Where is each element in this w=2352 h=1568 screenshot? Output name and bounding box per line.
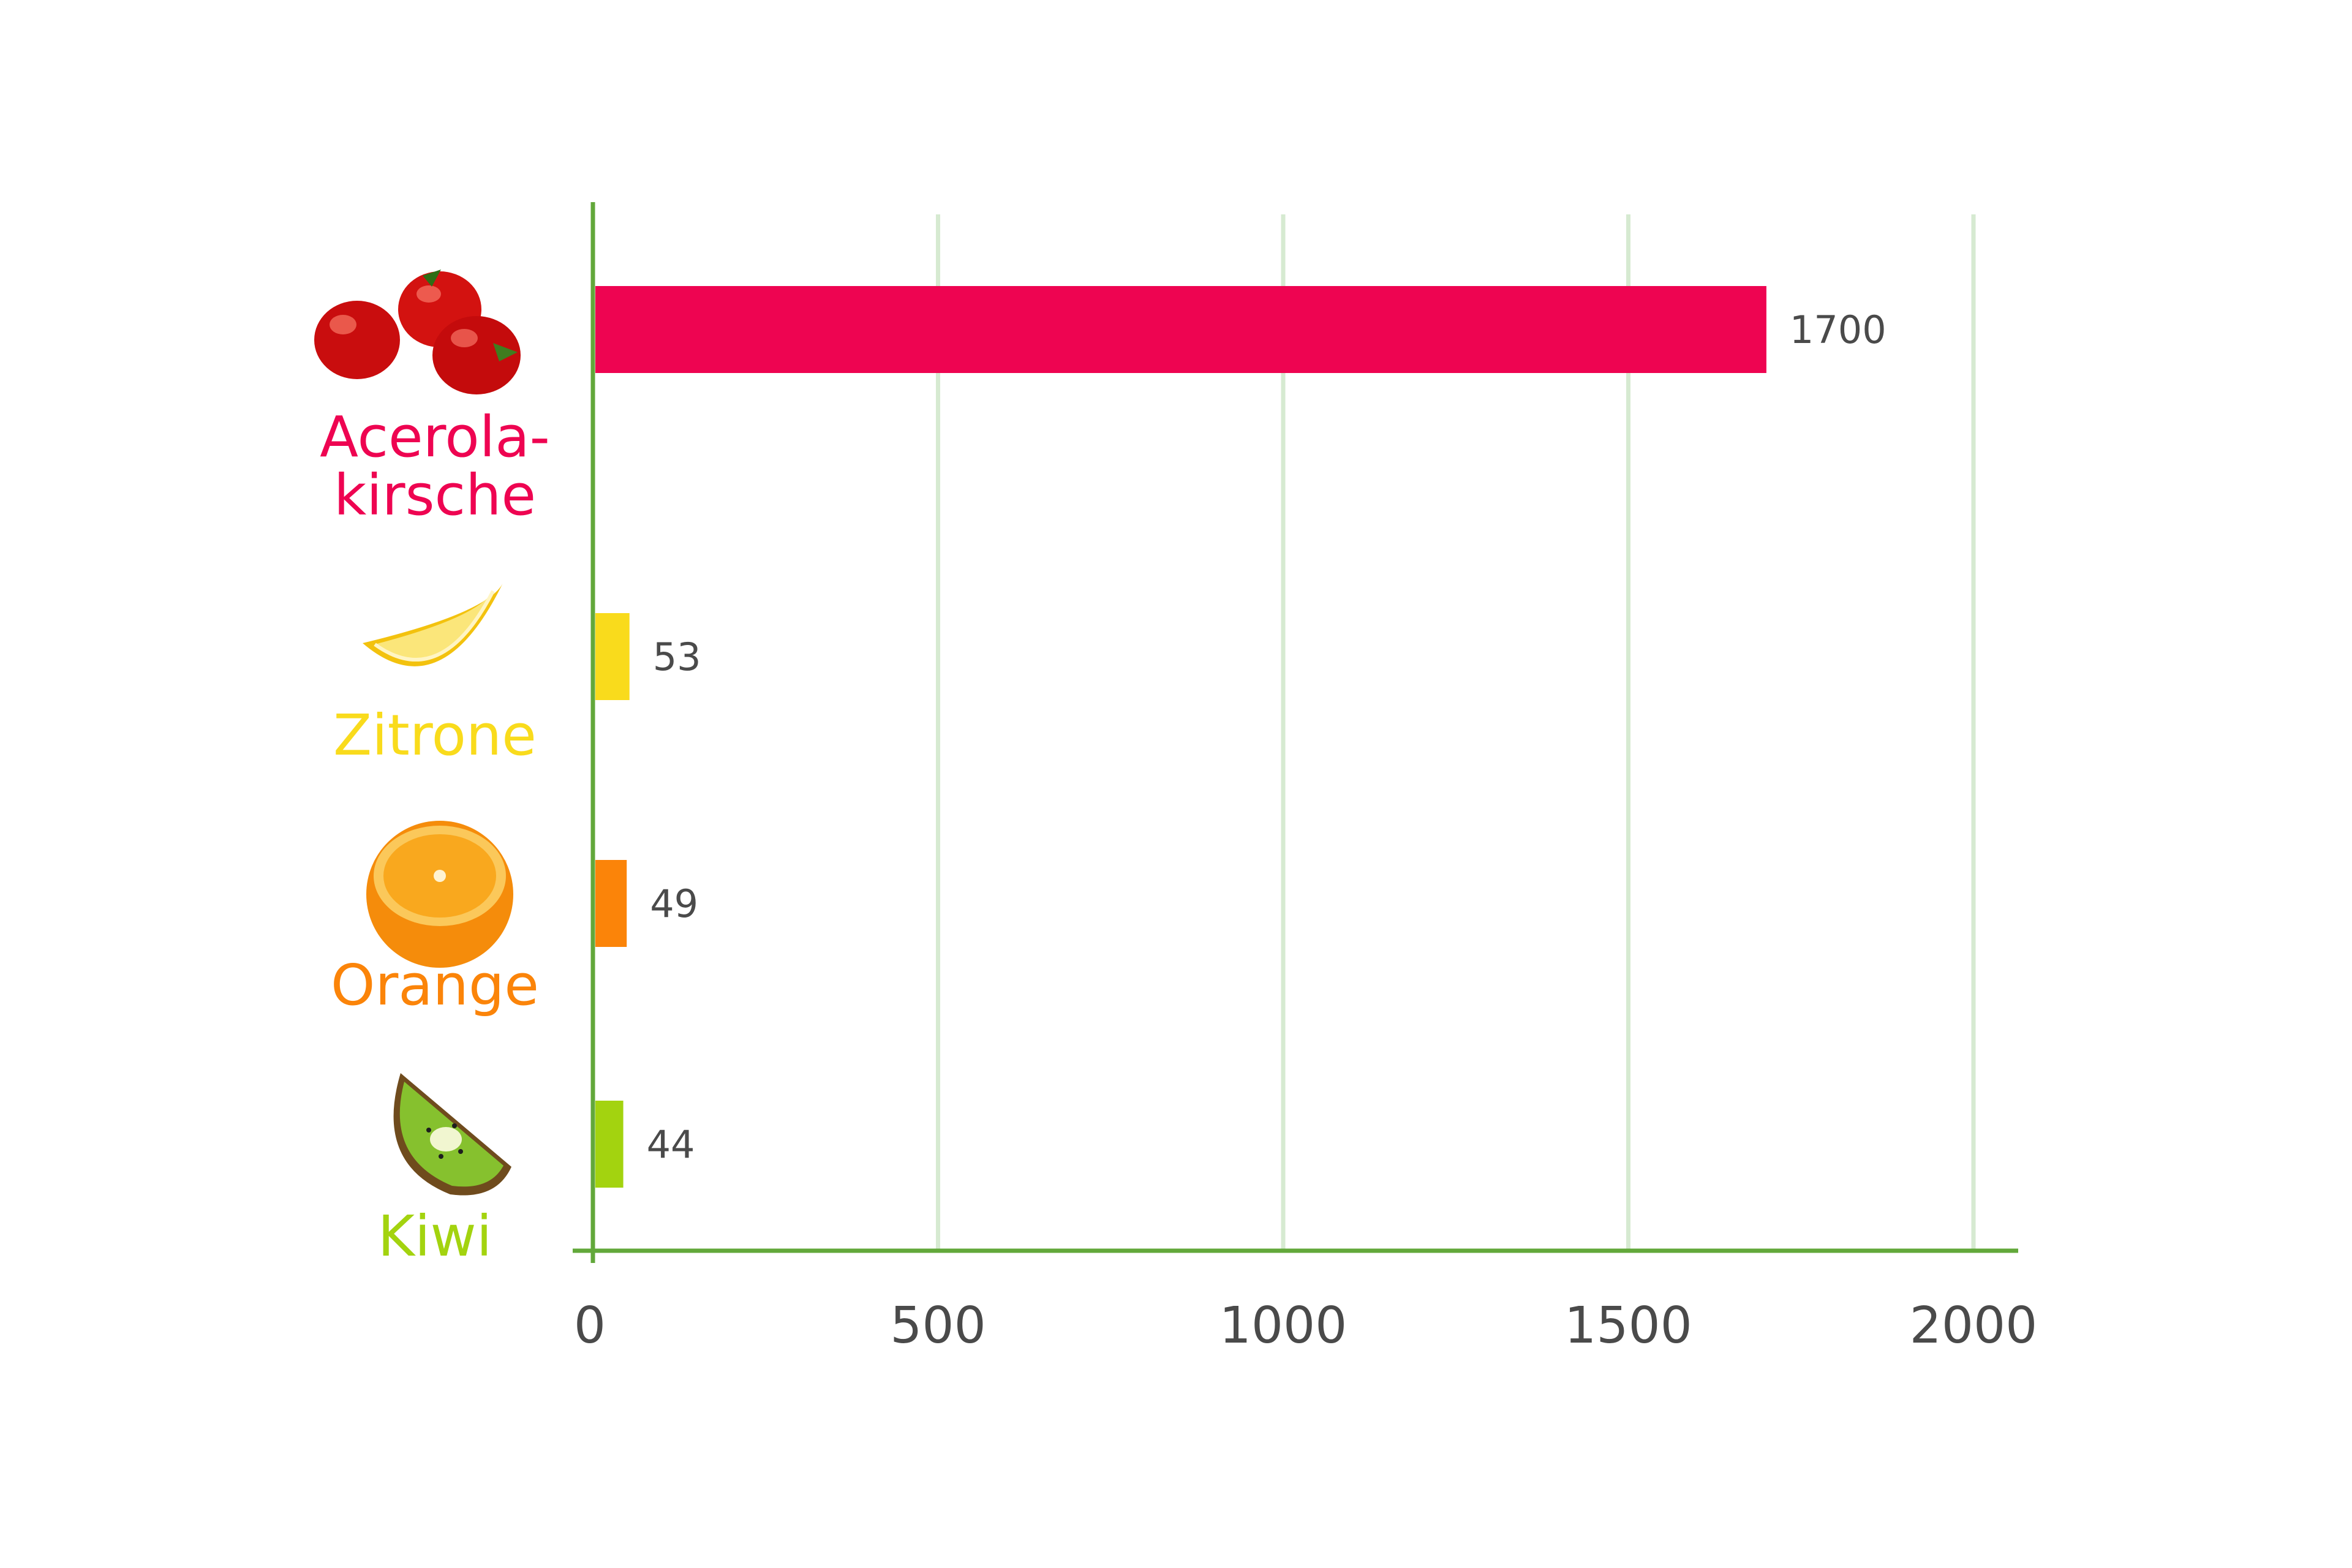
x-tick-label-1000: 1000 (1219, 1297, 1348, 1355)
kiwi-icon (393, 1073, 511, 1196)
grid-lines (936, 214, 1976, 1251)
value-labels: 1700 53 49 44 (647, 307, 1887, 1167)
axes (573, 202, 2018, 1263)
x-tick-label-500: 500 (890, 1297, 986, 1355)
bar-orange (595, 860, 627, 947)
bars (595, 286, 1766, 1188)
x-tick-labels: 0 500 1000 1500 2000 (574, 1297, 2037, 1355)
value-label-zitrone: 53 (653, 635, 701, 679)
value-label-kiwi: 44 (647, 1122, 695, 1167)
category-label-kiwi: Kiwi (378, 1204, 492, 1269)
acerola-cherry-icon (314, 270, 521, 394)
orange-icon (366, 821, 513, 968)
x-tick-label-0: 0 (574, 1297, 606, 1355)
category-label-acerola-kirsche-line1: Acerola- (320, 404, 550, 470)
bar-acerola-kirsche (595, 286, 1766, 373)
lemon-icon (363, 582, 503, 666)
bar-zitrone (595, 613, 630, 700)
bar-kiwi (595, 1101, 624, 1188)
category-labels: Acerola-kirsche Zitrone Orange Kiwi (320, 404, 550, 1269)
value-label-acerola-kirsche: 1700 (1790, 307, 1887, 352)
category-label-zitrone: Zitrone (333, 703, 537, 768)
category-label-orange: Orange (331, 952, 539, 1018)
value-label-orange: 49 (650, 881, 698, 926)
x-tick-label-1500: 1500 (1564, 1297, 1692, 1355)
category-label-acerola-kirsche-line2: kirsche (334, 462, 536, 528)
x-tick-label-2000: 2000 (1910, 1297, 2038, 1355)
